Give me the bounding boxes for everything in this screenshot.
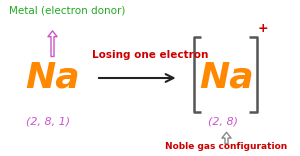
Text: Na: Na [25,61,80,95]
Text: (2, 8, 1): (2, 8, 1) [26,117,70,127]
Text: (2, 8): (2, 8) [208,117,238,127]
Text: Losing one electron: Losing one electron [92,50,208,60]
Text: Noble gas configuration: Noble gas configuration [165,142,288,151]
Text: Na: Na [199,61,254,95]
Text: Metal (electron donor): Metal (electron donor) [9,6,125,16]
Text: +: + [257,22,268,35]
